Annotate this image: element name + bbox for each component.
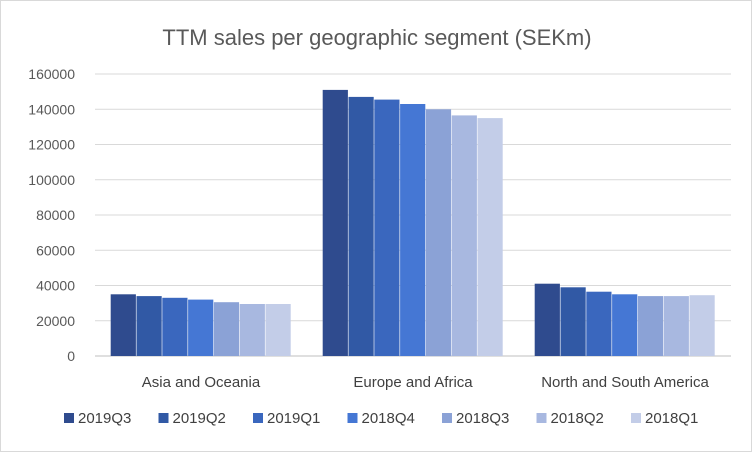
bar-2019Q1-0	[162, 297, 188, 356]
bar-2018Q2-1	[451, 115, 477, 357]
bar-2018Q2-0	[239, 304, 265, 356]
legend-label-2018Q1: 2018Q1	[645, 410, 698, 427]
bar-2019Q2-2	[560, 287, 586, 356]
y-tick-label: 20000	[36, 313, 75, 329]
y-tick-label: 140000	[28, 101, 75, 117]
bar-2018Q3-0	[213, 302, 240, 356]
bars	[110, 89, 715, 357]
bar-2018Q2-2	[663, 296, 689, 356]
x-axis-categories: Asia and Oceania Europe and Africa North a…	[142, 374, 710, 391]
legend-label-2019Q2: 2019Q2	[173, 410, 226, 427]
bar-2018Q4-1	[400, 104, 426, 356]
legend-label-2018Q2: 2018Q2	[551, 410, 604, 427]
y-axis-ticks: 0 20000 40000 60000 80000 100000 120000 140000 1…	[28, 66, 75, 364]
x-category-label: North and South America	[541, 374, 709, 391]
bar-2018Q4-2	[612, 294, 638, 356]
bar-2018Q4-0	[188, 299, 214, 356]
x-category-label: Asia and Oceania	[142, 374, 261, 391]
bar-2019Q1-2	[586, 291, 612, 356]
y-tick-label: 100000	[28, 172, 75, 188]
bar-2019Q3-1	[322, 89, 348, 357]
legend-swatch-2019Q2	[158, 413, 169, 423]
legend-label-2019Q3: 2019Q3	[78, 410, 131, 427]
bar-2019Q3-2	[534, 283, 560, 356]
legend-label-2018Q4: 2018Q4	[362, 410, 415, 427]
bar-2018Q3-1	[425, 109, 452, 357]
bar-2019Q3-0	[110, 294, 136, 356]
y-tick-label: 120000	[28, 137, 75, 153]
y-tick-label: 160000	[28, 66, 75, 82]
y-tick-label: 0	[67, 348, 75, 364]
bar-2019Q1-1	[374, 99, 400, 356]
legend-swatch-2019Q1	[253, 413, 263, 423]
legend-swatch-2018Q1	[631, 413, 641, 423]
legend: 2019Q3 2019Q2 2019Q1 2018Q4 2018Q3 2018Q2 2018…	[64, 410, 698, 427]
legend-swatch-2018Q4	[347, 413, 358, 423]
legend-swatch-2019Q3	[64, 413, 74, 423]
legend-label-2019Q1: 2019Q1	[267, 410, 320, 427]
x-category-label: Europe and Africa	[353, 374, 473, 391]
bar-2019Q2-0	[136, 296, 162, 356]
legend-swatch-2018Q2	[536, 413, 547, 423]
legend-swatch-2018Q3	[442, 413, 452, 423]
y-tick-label: 80000	[36, 207, 75, 223]
legend-label-2018Q3: 2018Q3	[456, 410, 509, 427]
y-tick-label: 40000	[36, 278, 75, 294]
bar-2019Q2-1	[348, 96, 374, 357]
bar-2018Q3-2	[637, 296, 664, 356]
chart-title: TTM sales per geographic segment (SEKm)	[162, 25, 591, 50]
bar-2018Q1-1	[477, 118, 503, 356]
bar-2018Q1-0	[265, 304, 291, 356]
bar-2018Q1-2	[689, 295, 715, 356]
y-tick-label: 60000	[36, 242, 75, 258]
